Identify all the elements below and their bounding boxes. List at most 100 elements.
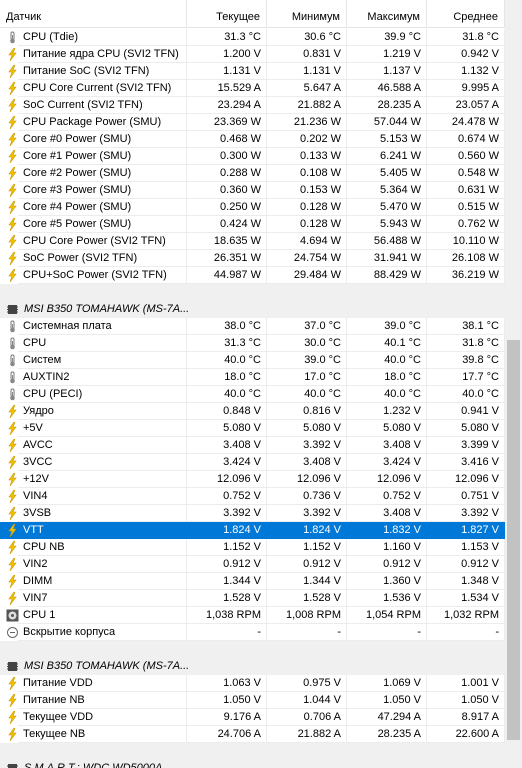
sensor-row[interactable]: Системная плата 38.0 °C 37.0 °C 39.0 °C 38.1… bbox=[0, 318, 505, 335]
sensor-value: 1.044 V bbox=[267, 692, 347, 709]
sensor-name: VIN7 bbox=[18, 590, 187, 607]
sensor-row[interactable]: Core #5 Power (SMU) 0.424 W 0.128 W 5.943 W… bbox=[0, 216, 505, 233]
sensor-value: 24.754 W bbox=[267, 250, 347, 267]
sensor-row[interactable]: Текущее NB 24.706 A 21.882 A 28.235 A 22.600… bbox=[0, 726, 505, 743]
sensor-row[interactable]: AUXTIN2 18.0 °C 17.0 °C 18.0 °C 17.7 °C bbox=[0, 369, 505, 386]
column-header[interactable]: Минимум bbox=[267, 0, 347, 28]
scroll-thumb[interactable] bbox=[507, 340, 520, 740]
sensor-value: 3.392 V bbox=[267, 505, 347, 522]
sensor-value: 23.057 A bbox=[427, 97, 505, 114]
sensor-value: 0.631 W bbox=[427, 182, 505, 199]
sensor-row[interactable]: CPU 1 1,038 RPM 1,008 RPM 1,054 RPM 1,032 RP… bbox=[0, 607, 505, 624]
sensor-value: 40.0 °C bbox=[427, 386, 505, 403]
sensor-row[interactable]: Питание SoC (SVI2 TFN) 1.131 V 1.131 V 1.13… bbox=[0, 63, 505, 80]
sensor-name: +12V bbox=[18, 471, 187, 488]
sensor-row[interactable]: Питание VDD 1.063 V 0.975 V 1.069 V 1.001 V bbox=[0, 675, 505, 692]
sensor-name: CPU bbox=[18, 335, 187, 352]
sensor-value: 1.152 V bbox=[267, 539, 347, 556]
sensor-value: 1.832 V bbox=[347, 522, 427, 539]
sensor-value: 0.515 W bbox=[427, 199, 505, 216]
sensor-row[interactable]: CPU (Tdie) 31.3 °C 30.6 °C 39.9 °C 31.8 °C bbox=[0, 29, 505, 46]
sensor-value: 0.912 V bbox=[267, 556, 347, 573]
sensor-value: 1.153 V bbox=[427, 539, 505, 556]
sensor-row[interactable]: DIMM 1.344 V 1.344 V 1.360 V 1.348 V bbox=[0, 573, 505, 590]
sensor-value: 0.752 V bbox=[187, 488, 267, 505]
sensor-value: 0.751 V bbox=[427, 488, 505, 505]
sensor-value: 0.912 V bbox=[187, 556, 267, 573]
sensor-value: 1.200 V bbox=[187, 46, 267, 63]
sensor-value: 12.096 V bbox=[427, 471, 505, 488]
chip-icon bbox=[7, 662, 18, 671]
sensor-value: 1.536 V bbox=[347, 590, 427, 607]
bolt-icon bbox=[8, 558, 17, 571]
sensor-value: - bbox=[267, 624, 347, 641]
group-header[interactable]: MSI B350 TOMAHAWK (MS-7A... bbox=[0, 658, 505, 675]
sensor-row[interactable]: Питание NB 1.050 V 1.044 V 1.050 V 1.050 V bbox=[0, 692, 505, 709]
bolt-icon bbox=[8, 473, 17, 486]
sensor-value: 3.399 V bbox=[427, 437, 505, 454]
sensor-value: 1,032 RPM bbox=[427, 607, 505, 624]
sensor-value: 0.752 V bbox=[347, 488, 427, 505]
sensor-row[interactable]: +12V 12.096 V 12.096 V 12.096 V 12.096 V bbox=[0, 471, 505, 488]
sensor-value: 18.0 °C bbox=[187, 369, 267, 386]
sensor-row[interactable]: VIN7 1.528 V 1.528 V 1.536 V 1.534 V bbox=[0, 590, 505, 607]
sensor-name: SoC Power (SVI2 TFN) bbox=[18, 250, 187, 267]
sensor-row[interactable]: SoC Current (SVI2 TFN) 23.294 A 21.882 A 28… bbox=[0, 97, 505, 114]
group-header[interactable]: MSI B350 TOMAHAWK (MS-7A... bbox=[0, 301, 505, 318]
sensor-row[interactable]: Вскрытие корпуса - - - - bbox=[0, 624, 505, 641]
sensor-value: 0.941 V bbox=[427, 403, 505, 420]
sensor-row[interactable]: Core #3 Power (SMU) 0.360 W 0.153 W 5.364 W… bbox=[0, 182, 505, 199]
sensor-value: 1.131 V bbox=[187, 63, 267, 80]
bolt-icon bbox=[8, 541, 17, 554]
column-header[interactable]: Среднее bbox=[427, 0, 505, 28]
sensor-name: Текущее NB bbox=[18, 726, 187, 743]
sensor-value: 1.824 V bbox=[267, 522, 347, 539]
sensor-value: 0.133 W bbox=[267, 148, 347, 165]
sensor-row[interactable]: Core #1 Power (SMU) 0.300 W 0.133 W 6.241 W… bbox=[0, 148, 505, 165]
column-header[interactable]: Датчик bbox=[0, 0, 187, 28]
sensor-row[interactable]: SoC Power (SVI2 TFN) 26.351 W 24.754 W 31.9… bbox=[0, 250, 505, 267]
sensor-row[interactable]: VIN2 0.912 V 0.912 V 0.912 V 0.912 V bbox=[0, 556, 505, 573]
sensor-value: 0.975 V bbox=[267, 675, 347, 692]
bolt-icon bbox=[8, 677, 17, 690]
sensor-value: 39.8 °C bbox=[427, 352, 505, 369]
sensor-row[interactable]: 3VSB 3.392 V 3.392 V 3.408 V 3.392 V bbox=[0, 505, 505, 522]
sensor-row[interactable]: VTT 1.824 V 1.824 V 1.832 V 1.827 V bbox=[0, 522, 505, 539]
sensor-value: 31.3 °C bbox=[187, 29, 267, 46]
bolt-icon bbox=[8, 575, 17, 588]
sensor-value: 5.470 W bbox=[347, 199, 427, 216]
sensor-row[interactable]: Core #0 Power (SMU) 0.468 W 0.202 W 5.153 W… bbox=[0, 131, 505, 148]
column-header[interactable]: Текущее bbox=[187, 0, 267, 28]
sensor-row[interactable]: CPU (PECI) 40.0 °C 40.0 °C 40.0 °C 40.0 °C bbox=[0, 386, 505, 403]
sensor-name: DIMM bbox=[18, 573, 187, 590]
scrollbar[interactable] bbox=[505, 0, 522, 768]
sensor-row[interactable]: 3VCC 3.424 V 3.408 V 3.424 V 3.416 V bbox=[0, 454, 505, 471]
sensor-row[interactable]: AVCC 3.408 V 3.392 V 3.408 V 3.399 V bbox=[0, 437, 505, 454]
sensor-row[interactable]: Core #4 Power (SMU) 0.250 W 0.128 W 5.470 W… bbox=[0, 199, 505, 216]
column-header[interactable]: Максимум bbox=[347, 0, 427, 28]
sensor-value: 28.235 A bbox=[347, 726, 427, 743]
sensor-row[interactable]: CPU 31.3 °C 30.0 °C 40.1 °C 31.8 °C bbox=[0, 335, 505, 352]
sensor-value: 5.647 A bbox=[267, 80, 347, 97]
sensor-row[interactable]: Текущее VDD 9.176 A 0.706 A 47.294 A 8.917 A bbox=[0, 709, 505, 726]
sensor-row[interactable]: +5V 5.080 V 5.080 V 5.080 V 5.080 V bbox=[0, 420, 505, 437]
sensor-row[interactable]: CPU NB 1.152 V 1.152 V 1.160 V 1.153 V bbox=[0, 539, 505, 556]
sensor-row[interactable]: CPU+SoC Power (SVI2 TFN) 44.987 W 29.484 W… bbox=[0, 267, 505, 284]
group-separator bbox=[0, 743, 505, 760]
sensor-value: 0.674 W bbox=[427, 131, 505, 148]
sensor-value: 9.995 A bbox=[427, 80, 505, 97]
group-header[interactable]: S.M.A.R.T.: WDC WD5000A... bbox=[0, 760, 505, 768]
sensor-row[interactable]: CPU Core Power (SVI2 TFN) 18.635 W 4.694 W… bbox=[0, 233, 505, 250]
sensor-row[interactable]: CPU Core Current (SVI2 TFN) 15.529 A 5.647… bbox=[0, 80, 505, 97]
sensor-value: - bbox=[187, 624, 267, 641]
sensor-row[interactable]: VIN4 0.752 V 0.736 V 0.752 V 0.751 V bbox=[0, 488, 505, 505]
bolt-icon bbox=[8, 728, 17, 741]
sensor-value: 3.392 V bbox=[427, 505, 505, 522]
sensor-row[interactable]: Core #2 Power (SMU) 0.288 W 0.108 W 5.405 W… bbox=[0, 165, 505, 182]
sensor-value: 0.153 W bbox=[267, 182, 347, 199]
bolt-icon bbox=[8, 490, 17, 503]
sensor-row[interactable]: Систем 40.0 °C 39.0 °C 40.0 °C 39.8 °C bbox=[0, 352, 505, 369]
sensor-row[interactable]: Уядро 0.848 V 0.816 V 1.232 V 0.941 V bbox=[0, 403, 505, 420]
sensor-row[interactable]: Питание ядра CPU (SVI2 TFN) 1.200 V 0.831 … bbox=[0, 46, 505, 63]
